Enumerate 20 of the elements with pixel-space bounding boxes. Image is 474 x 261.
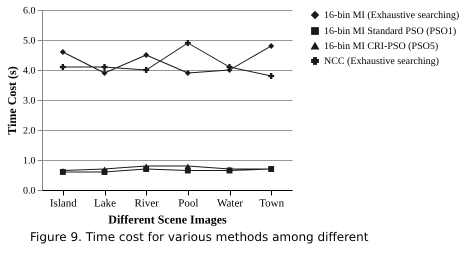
legend-label: 16-bin MI Standard PSO (PSO1) (324, 26, 456, 37)
x-tick-label: Island (50, 198, 78, 210)
x-tick-label: Town (259, 198, 285, 210)
y-tick-label: 6.0 (23, 6, 36, 16)
y-tick-label: 1.0 (23, 156, 36, 166)
y-axis-title: Time Cost (s) (5, 66, 19, 135)
legend-label: 16-bin MI CRI-PSO (PSO5) (324, 41, 438, 52)
legend-label: NCC (Exhaustive searching) (324, 56, 439, 67)
caption: Figure 9. Time cost for various methods among different (29, 230, 370, 244)
x-tick-label: Lake (94, 198, 116, 210)
y-tick-label: 5.0 (23, 36, 36, 46)
y-tick-label: 3.0 (23, 96, 36, 106)
x-tick-label: River (134, 198, 160, 210)
legend-label: 16-bin MI (Exhaustive searching) (324, 10, 460, 21)
y-tick-label: 0.0 (23, 186, 36, 196)
y-tick-label: 2.0 (23, 126, 36, 136)
x-tick-label: Pool (178, 198, 198, 210)
y-tick-label: 4.0 (23, 66, 36, 76)
x-tick-label: Water (217, 198, 244, 210)
x-axis-title: Different Scene Images (108, 212, 228, 226)
